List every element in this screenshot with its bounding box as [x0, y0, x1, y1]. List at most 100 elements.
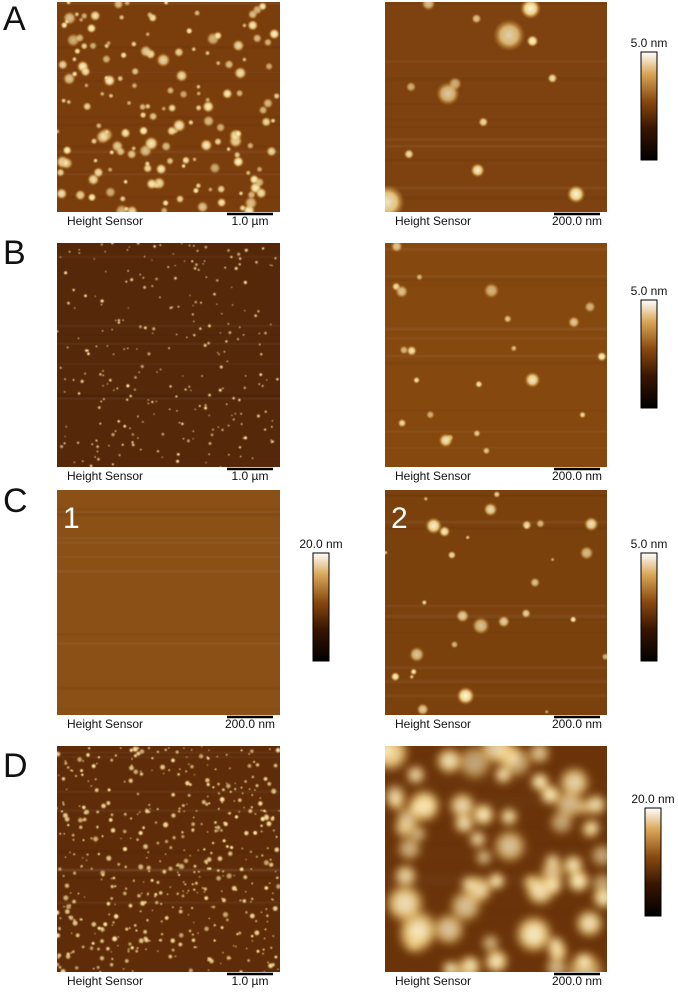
- scan-streak: [57, 633, 280, 636]
- feature: [210, 905, 214, 908]
- feature: [61, 98, 67, 104]
- feature: [406, 345, 417, 356]
- feature: [59, 968, 67, 972]
- feature: [166, 125, 177, 136]
- feature: [239, 899, 242, 902]
- feature: [452, 811, 476, 836]
- feature: [117, 75, 124, 82]
- feature: [131, 145, 137, 151]
- feature: [57, 774, 60, 777]
- feature: [392, 862, 419, 889]
- feature: [134, 949, 139, 954]
- feature: [274, 955, 278, 959]
- feature: [258, 105, 268, 115]
- feature: [265, 816, 269, 820]
- feature: [164, 839, 169, 844]
- scan-streak: [57, 556, 280, 558]
- feature: [90, 921, 98, 928]
- feature: [63, 882, 70, 889]
- feature: [86, 23, 97, 34]
- feature: [192, 870, 196, 874]
- feature: [187, 889, 190, 892]
- image-features: [57, 508, 280, 710]
- feature: [178, 932, 185, 939]
- feature: [482, 947, 510, 972]
- feature: [79, 865, 82, 868]
- scan-streak: [385, 409, 607, 412]
- feature: [211, 841, 215, 845]
- feature: [191, 312, 195, 316]
- feature: [268, 748, 272, 751]
- feature: [275, 377, 280, 382]
- feature: [192, 430, 195, 433]
- feature: [243, 806, 246, 809]
- feature: [75, 33, 85, 43]
- feature: [93, 932, 96, 935]
- feature: [121, 443, 125, 447]
- feature: [73, 307, 76, 310]
- feature: [268, 882, 271, 885]
- feature: [95, 762, 99, 765]
- feature: [456, 686, 475, 705]
- feature: [270, 962, 276, 968]
- feature: [131, 432, 135, 437]
- feature: [480, 932, 501, 954]
- feature: [137, 830, 144, 836]
- feature: [220, 312, 223, 315]
- feature: [166, 86, 175, 95]
- feature: [164, 748, 168, 752]
- feature: [129, 817, 133, 820]
- feature: [177, 305, 180, 308]
- feature: [260, 911, 263, 914]
- feature: [440, 959, 461, 972]
- feature: [259, 824, 264, 828]
- feature: [78, 805, 81, 808]
- feature: [110, 877, 113, 880]
- feature: [146, 178, 158, 190]
- feature: [242, 874, 248, 880]
- feature: [252, 830, 258, 836]
- feature: [171, 947, 176, 953]
- feature: [139, 771, 144, 777]
- feature: [161, 868, 168, 875]
- feature: [147, 398, 150, 402]
- feature: [158, 938, 163, 943]
- feature: [176, 892, 180, 896]
- feature: [168, 408, 171, 411]
- feature: [258, 382, 261, 386]
- feature: [110, 432, 116, 437]
- feature: [195, 104, 202, 112]
- scan-streak: [385, 103, 607, 105]
- feature: [178, 421, 181, 424]
- feature: [66, 346, 69, 349]
- feature: [130, 945, 135, 951]
- image-caption: Height Sensor: [395, 717, 471, 731]
- feature: [100, 878, 103, 881]
- feature: [192, 320, 195, 323]
- feature: [208, 441, 213, 446]
- feature: [174, 47, 184, 58]
- feature: [83, 808, 90, 816]
- feature: [122, 829, 128, 834]
- feature: [149, 807, 152, 810]
- feature: [168, 845, 173, 850]
- feature: [81, 759, 85, 763]
- feature: [181, 156, 191, 165]
- feature: [57, 129, 60, 134]
- feature: [239, 866, 245, 872]
- feature: [204, 97, 211, 103]
- feature: [95, 439, 98, 443]
- feature: [390, 243, 403, 253]
- feature: [187, 385, 191, 389]
- image-features: [57, 243, 280, 467]
- colorbar-label: 5.0 nm: [631, 537, 668, 551]
- feature: [126, 149, 137, 160]
- feature: [120, 837, 122, 840]
- feature: [274, 747, 280, 754]
- feature: [72, 852, 76, 856]
- feature: [258, 372, 263, 377]
- feature: [255, 187, 267, 199]
- feature: [191, 882, 195, 886]
- scan-streak: [385, 694, 607, 697]
- feature: [122, 890, 128, 896]
